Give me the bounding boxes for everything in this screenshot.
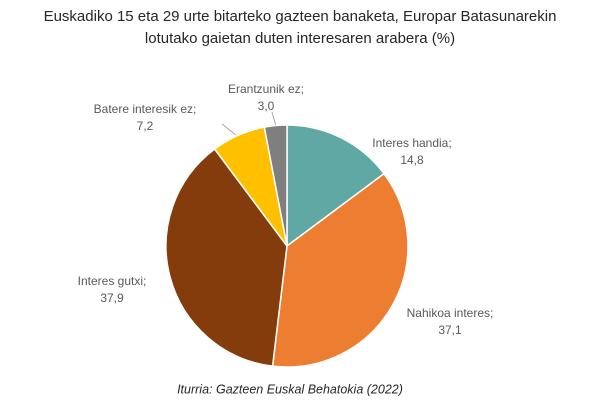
slice-label: Interes gutxi; [78,274,147,288]
slice-label: Interes handia; [372,136,451,150]
value-label: 37,9 [100,291,124,305]
value-label: 7,2 [137,119,154,133]
leader-line [221,123,237,136]
slice-label: Erantzunik ez; [228,82,304,96]
pie-slice [271,172,409,368]
pie-slice [263,124,288,247]
pie-slice [286,124,386,248]
source: Iturria: Gazteen Euskal Behatokia (2022) [177,382,403,396]
title-box: Euskadiko 15 eta 29 urte bitarteko gazte… [43,8,557,47]
value-label: 37,1 [438,323,462,337]
value-label: 14,8 [400,153,424,167]
pie-slice [165,147,288,367]
slice-label: Batere interesik ez; [94,102,197,116]
value-label: 3,0 [258,99,275,113]
leader-line [271,111,277,127]
chart-title: Euskadiko 15 eta 29 urte bitarteko gazte… [43,8,557,47]
slice-label: Nahikoa interes; [407,306,494,320]
